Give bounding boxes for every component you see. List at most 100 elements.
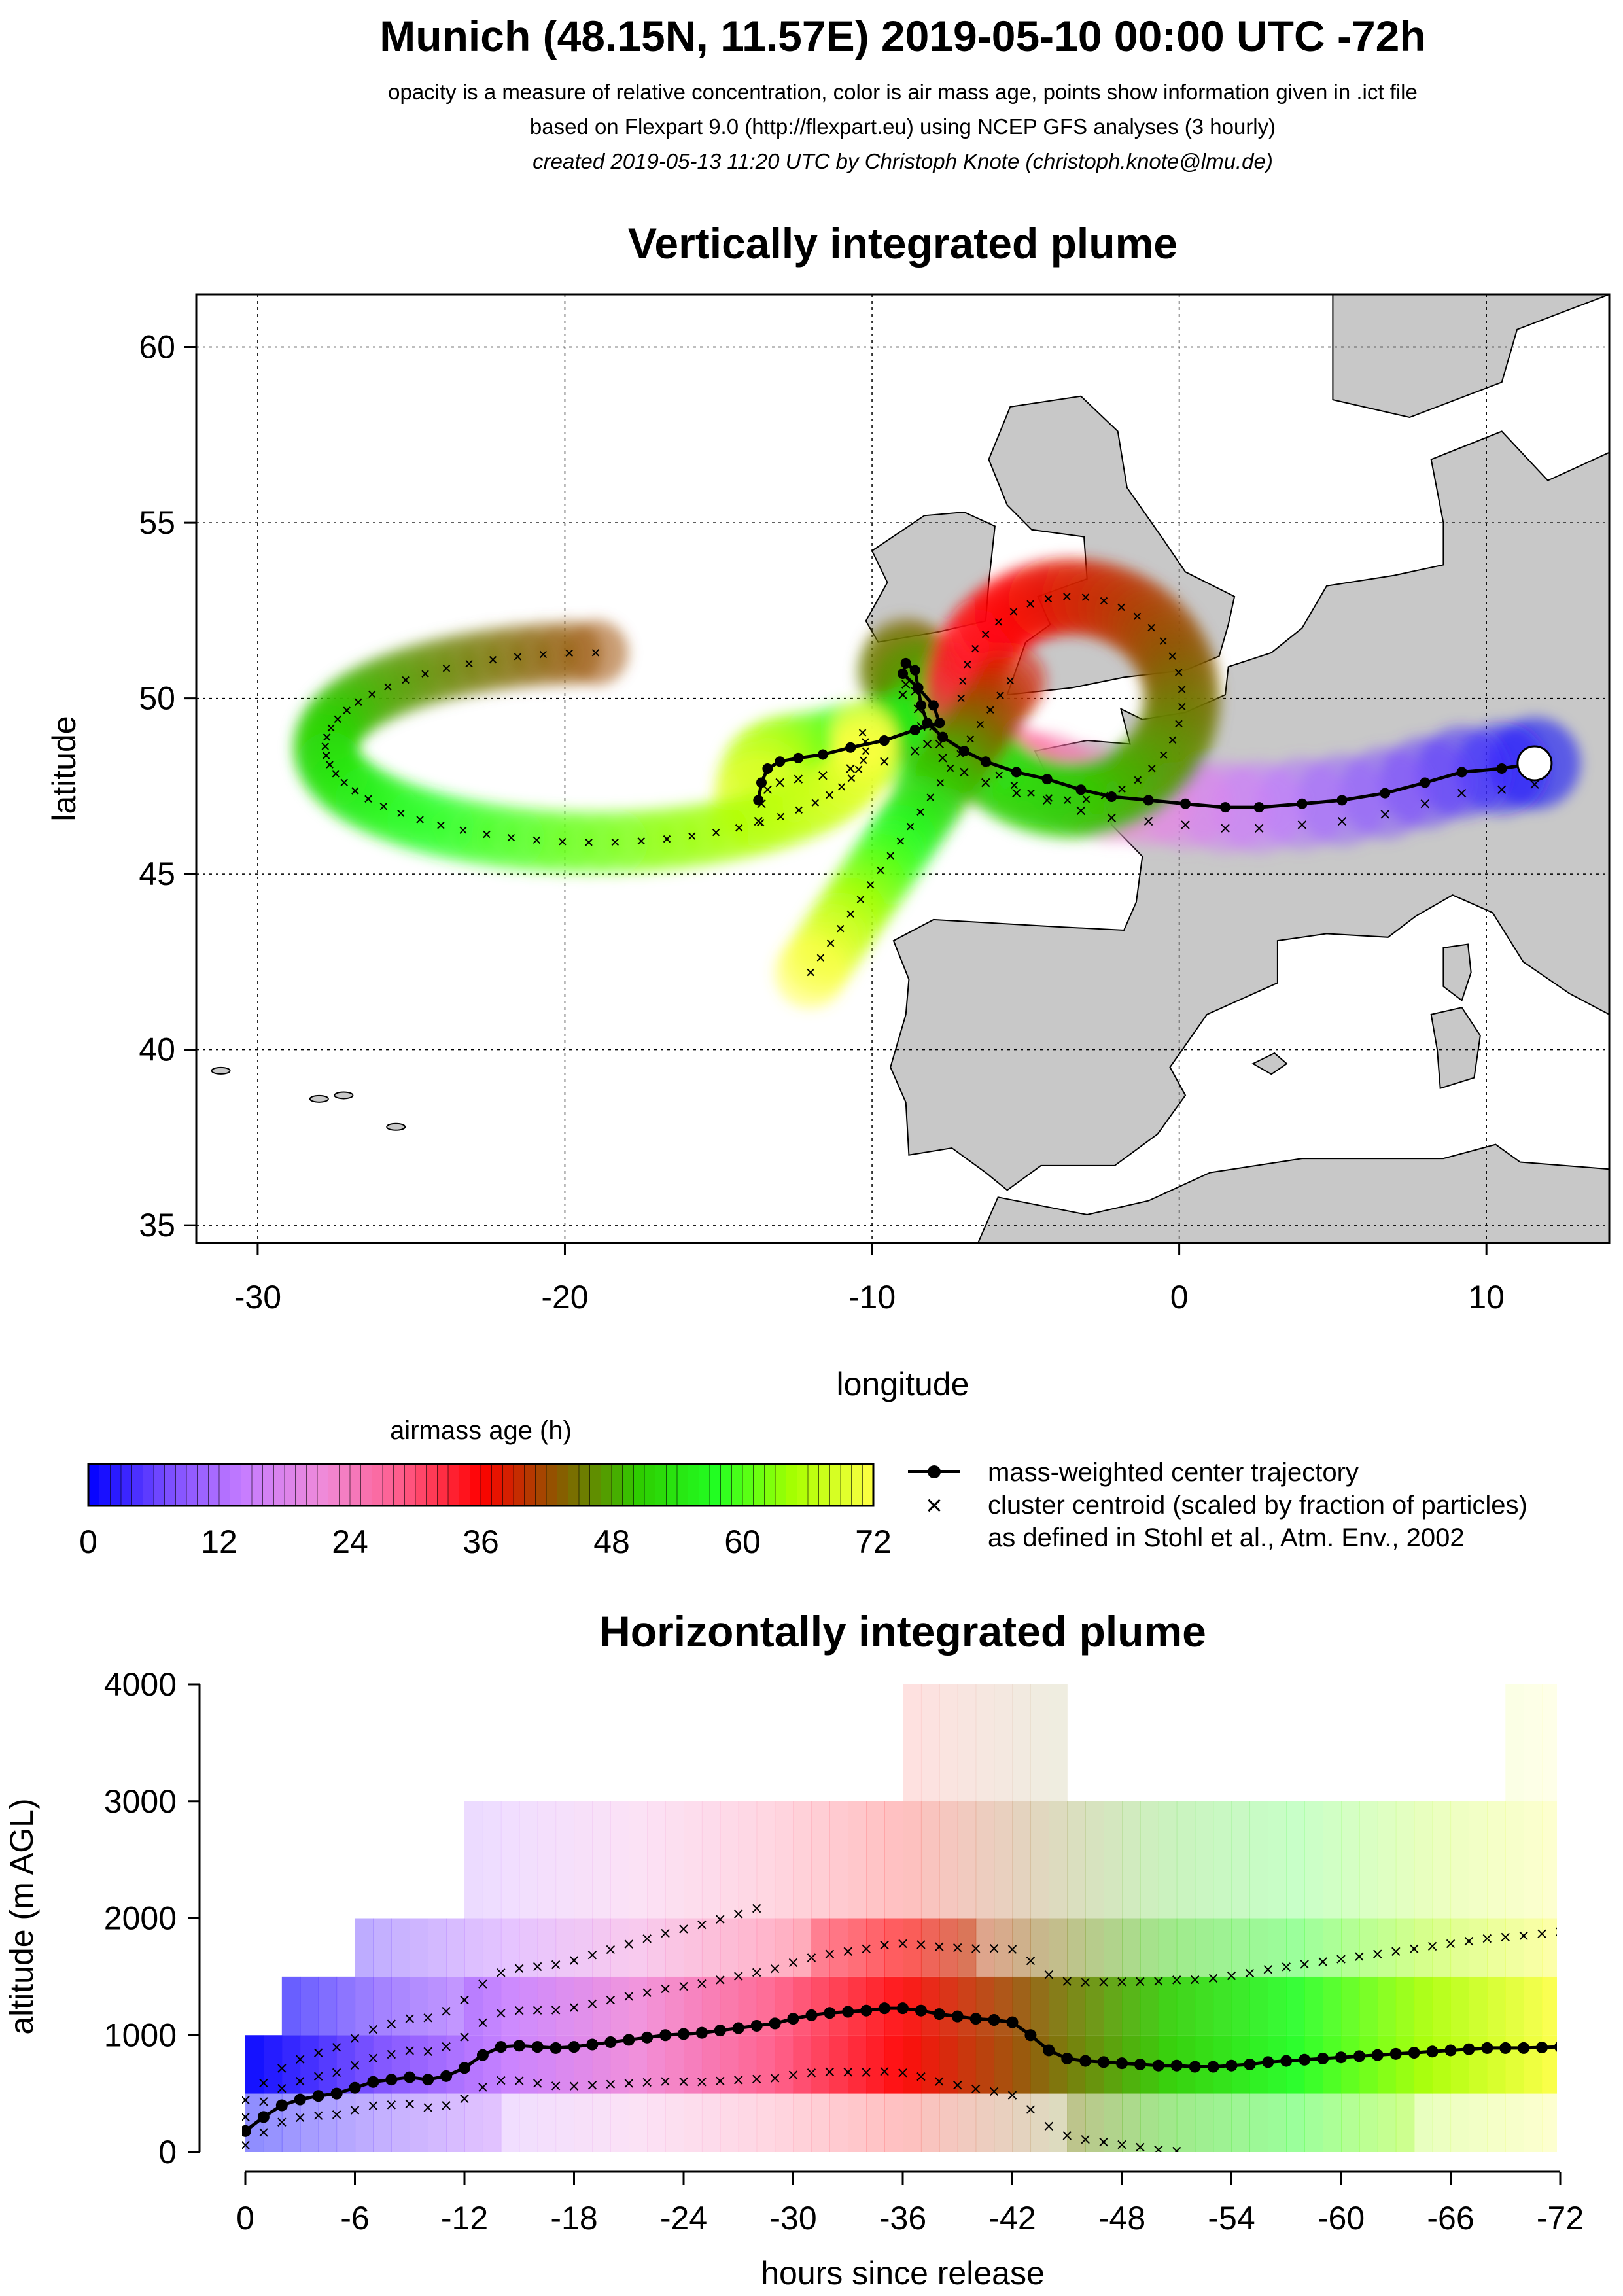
altitude-cluster-marker — [532, 2079, 542, 2088]
altitude-cell — [975, 2093, 995, 2152]
altitude-cell — [975, 1918, 995, 1977]
altitude-cluster-marker — [423, 2047, 432, 2056]
altitude-cell — [482, 1801, 502, 1919]
altitude-cell — [1176, 1801, 1196, 1919]
altitude-cell — [1030, 1801, 1049, 1919]
altitude-cluster-marker — [368, 2025, 378, 2034]
map-cluster-centroid — [364, 795, 372, 803]
map-cluster-centroid — [1254, 824, 1264, 833]
colorbar-tick-label: 24 — [332, 1523, 368, 1560]
map-cluster-centroid — [351, 787, 359, 795]
colorbar-segment — [709, 1463, 722, 1506]
map-cluster-centroid — [818, 771, 828, 780]
altitude-cluster-marker — [624, 1939, 633, 1949]
map-cluster-centroid — [811, 799, 819, 807]
altitude-cluster-marker — [515, 1964, 524, 1974]
altitude-cell — [1542, 1976, 1557, 2036]
altitude-trajectory-point — [1444, 2044, 1457, 2057]
altitude-cell — [318, 1976, 338, 2036]
altitude-cell — [519, 1918, 538, 1977]
colorbar-segment — [186, 1463, 198, 1506]
altitude-cell — [957, 1918, 977, 1977]
colorbar-segment — [568, 1463, 580, 1506]
altitude-cell — [519, 1976, 538, 2036]
altitude-cell — [1195, 2093, 1214, 2152]
altitude-cluster-marker — [368, 2101, 378, 2110]
altitude-cell — [1012, 2035, 1032, 2094]
map-trajectory-point — [1336, 795, 1348, 806]
altitude-trajectory-point — [257, 2111, 270, 2123]
map-cluster-centroid — [1497, 785, 1507, 794]
altitude-cluster-marker — [1227, 1971, 1236, 1981]
altitude-cell — [1176, 2093, 1196, 2152]
land-sardinia — [1430, 1007, 1481, 1090]
altitude-cluster-marker — [971, 2084, 981, 2094]
map-trajectory-point — [900, 657, 911, 669]
altitude-cell — [1359, 2093, 1378, 2152]
altitude-cell — [1249, 1801, 1268, 1919]
map-trajectory-point — [909, 665, 920, 676]
map-cluster-centroid — [688, 832, 696, 840]
altitude-trajectory-point — [1299, 2053, 1311, 2066]
altitude-cell — [1505, 1976, 1524, 2036]
altitude-cell — [939, 2093, 958, 2152]
map-cluster-centroid — [1175, 669, 1183, 676]
altitude-cell — [1377, 1918, 1397, 1977]
map-x-tick-label: -10 — [848, 1279, 896, 1315]
altitude-y-tick-label: 3000 — [104, 1783, 177, 1820]
figure-credit-line: created 2019-05-13 11:20 UTC by Christop… — [532, 149, 1273, 173]
altitude-cell — [1286, 1801, 1305, 1919]
map-x-axis-label: longitude — [837, 1366, 969, 1402]
altitude-cluster-marker — [716, 1975, 725, 1985]
colorbar-segment — [666, 1463, 678, 1506]
map-plot-area — [196, 294, 1609, 1243]
altitude-cell — [446, 1918, 465, 1977]
altitude-cluster-markers — [242, 1904, 1557, 2152]
cluster-centroid-markers — [321, 593, 1539, 977]
map-trajectory-point — [845, 742, 856, 753]
altitude-panel-title: Horizontally integrated plume — [599, 1607, 1206, 1656]
legend-cross-label: cluster centroid (scaled by fraction of … — [988, 1491, 1527, 1520]
altitude-cluster-marker — [971, 1944, 981, 1953]
altitude-cell — [848, 2035, 867, 2094]
altitude-cell — [1323, 1918, 1342, 1977]
colorbar-segment — [164, 1463, 177, 1506]
altitude-cell — [1268, 2093, 1287, 2152]
altitude-cell — [1140, 1976, 1159, 2036]
altitude-x-tick-label: -30 — [769, 2200, 816, 2236]
altitude-cluster-marker — [1155, 2145, 1163, 2152]
map-trajectory-point — [775, 756, 786, 767]
altitude-cell — [355, 1918, 374, 1977]
map-trajectory-point — [1253, 802, 1265, 813]
map-cluster-centroid — [837, 924, 845, 933]
altitude-cluster-marker — [679, 1924, 688, 1934]
altitude-cell — [1414, 1918, 1433, 1977]
colorbar-segment — [557, 1463, 569, 1506]
colorbar-segment — [753, 1463, 765, 1506]
small-island — [386, 1122, 406, 1131]
map-trajectory-point — [934, 718, 945, 729]
altitude-cell — [519, 1801, 538, 1919]
map-cluster-centroid — [1012, 788, 1021, 798]
altitude-cell — [720, 2035, 739, 2094]
map-cluster-centroid — [327, 724, 335, 732]
map-trajectory-point — [909, 724, 920, 735]
altitude-cell — [939, 1918, 958, 1977]
map-cluster-centroid — [326, 761, 334, 769]
map-trajectory-point — [1456, 767, 1467, 778]
map-cluster-centroid — [1100, 597, 1108, 605]
altitude-cluster-marker — [1062, 1977, 1072, 1986]
altitude-cell — [994, 2093, 1013, 2152]
altitude-trajectory-point — [769, 2017, 781, 2030]
altitude-cluster-marker — [1208, 1974, 1218, 1983]
altitude-cluster-marker — [606, 1945, 616, 1955]
altitude-cell — [1414, 1976, 1433, 2036]
map-cluster-centroid — [960, 767, 969, 777]
altitude-cell — [647, 1918, 666, 1977]
altitude-cell — [537, 2093, 557, 2152]
altitude-cell — [391, 1918, 410, 1977]
altitude-cell — [1030, 1918, 1049, 1977]
colorbar-segment — [197, 1463, 209, 1506]
altitude-cluster-marker — [313, 2048, 323, 2057]
altitude-cluster-marker — [1044, 1970, 1054, 1979]
